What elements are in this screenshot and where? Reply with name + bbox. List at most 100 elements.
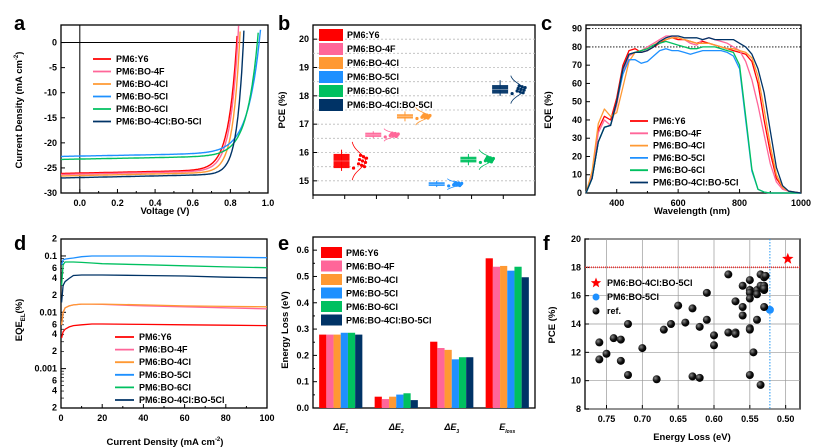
panel-b-pce-boxplot: 15 16 17 18 19 20 PM6:Y6 PM6:BO-4F PM6:BO-4Cl PM6… (299, 24, 536, 199)
x-tick-label: 0 (58, 413, 63, 423)
data-point (447, 184, 451, 188)
panel-f-ylabel: PCE (%) (547, 307, 558, 344)
y-minor-label: 4 (52, 273, 57, 283)
data-point (521, 91, 525, 95)
panel-e-frame (312, 236, 536, 409)
panel-c-frame (585, 24, 802, 194)
data-point (452, 183, 456, 187)
y-tick-label: 10 (572, 170, 582, 180)
ref-point (760, 303, 769, 311)
ref-point (681, 318, 690, 327)
bar (319, 334, 327, 408)
bar (485, 258, 493, 408)
y-tick-label: 0.2 (296, 350, 309, 360)
y-tick-label: 90 (572, 24, 582, 34)
eqe-curve (585, 35, 802, 194)
ref-point (753, 315, 761, 324)
y-tick-label: 16 (571, 291, 581, 301)
ref-point (624, 320, 632, 328)
legend-f-ref-marker (592, 307, 600, 315)
bar (458, 357, 467, 408)
bar (403, 393, 411, 408)
y-tick-label: 0.001 (34, 364, 57, 374)
legend-a-label: PM6:BO-4F (116, 67, 165, 77)
ref-point (674, 301, 683, 310)
jv-curve (61, 32, 259, 161)
y-tick-label: 18 (571, 262, 581, 272)
panel-c-eqe-spectra: 400 600 800 1000 0 10 20 30 40 50 60 70 80 90 PM6:Y6 PM… (572, 24, 811, 208)
legend-d-label: PM6:BO-4F (139, 345, 188, 355)
ref-point (738, 303, 747, 311)
y-tick-label: 14 (571, 319, 581, 329)
bar (355, 334, 363, 408)
x-tick-label: 0.50 (777, 414, 795, 424)
legend-b-label: PM6:BO-6Cl (347, 86, 399, 96)
star-point (782, 252, 794, 264)
eqe-el-curve (60, 303, 268, 325)
data-point (357, 157, 362, 162)
panel-a-frame (60, 24, 269, 194)
data-point (516, 86, 520, 91)
eqe-el-curve (60, 261, 268, 286)
legend-b-label: PM6:BO-4F (347, 44, 396, 54)
y-tick-label: 0.5 (296, 271, 309, 281)
y-tick-label: 30 (572, 133, 582, 143)
x-tick-label: 40 (138, 413, 148, 423)
legend-c-label: PM6:BO-6Cl (653, 165, 705, 175)
panel-c-letter: c (541, 13, 552, 35)
jv-curve (60, 30, 245, 179)
data-point (518, 90, 522, 94)
bar (521, 277, 529, 408)
y-minor-label: 2 (52, 403, 57, 413)
x-tick-label: 400 (609, 198, 624, 208)
ref-point (688, 304, 697, 313)
y-tick-label: -15 (44, 113, 57, 123)
ref-point (761, 271, 770, 280)
data-point (363, 160, 368, 165)
eqe-curve (585, 37, 802, 194)
y-tick-label: 10 (571, 376, 581, 386)
bar (466, 357, 474, 408)
y-tick-label: -10 (44, 88, 57, 98)
data-point (523, 86, 527, 90)
y-minor-label: 4 (52, 386, 57, 396)
ref-point (638, 344, 647, 353)
legend-e-label: PM6:BO-4F (346, 262, 395, 272)
legend-b-swatch (319, 43, 343, 55)
data-point (415, 116, 419, 121)
panel-c-ylabel: EQE (%) (543, 91, 554, 128)
ref-point (745, 276, 754, 285)
data-point (360, 159, 365, 163)
x-tick-label: 1000 (791, 198, 811, 208)
y-tick-label: 8 (576, 404, 581, 414)
x-tick-label: 0.8 (224, 198, 237, 208)
x-tick-label: 20 (97, 413, 107, 423)
bar (514, 266, 522, 408)
ref-point (724, 328, 733, 337)
bar (437, 348, 445, 408)
y-tick-label: 0.3 (296, 324, 309, 334)
legend-c-label: PM6:BO-4F (653, 128, 702, 138)
ref-point (738, 311, 747, 320)
jv-curve (61, 31, 241, 177)
y-tick-label: -20 (44, 138, 57, 148)
x-tick-label: 600 (671, 198, 686, 208)
ref-point (738, 281, 747, 290)
y-tick-label: 0.1 (44, 251, 57, 261)
panel-a-ylabel: Current Density (mA cm-2) (14, 52, 25, 169)
legend-e-swatch (321, 301, 342, 312)
category-label: Eloss (499, 422, 515, 435)
panel-c-xlabel: Wavelength (nm) (654, 206, 730, 217)
panel-d-eqe-el: 0 20 40 60 80 1000.0010.010.12462462462PM6:Y6… (34, 234, 274, 424)
y-tick-label: 70 (572, 60, 582, 70)
data-point (361, 155, 366, 159)
legend-a-label: PM6:BO-5Cl (116, 92, 168, 102)
ref-point (753, 290, 761, 299)
y-minor-label: 6 (52, 376, 57, 386)
panel-b-ylabel: PCE (%) (277, 92, 288, 129)
y-tick-label: -5 (49, 63, 57, 73)
legend-c-label: PM6:Y6 (653, 116, 686, 126)
bar (444, 349, 452, 408)
y-tick-label: 60 (572, 78, 582, 88)
